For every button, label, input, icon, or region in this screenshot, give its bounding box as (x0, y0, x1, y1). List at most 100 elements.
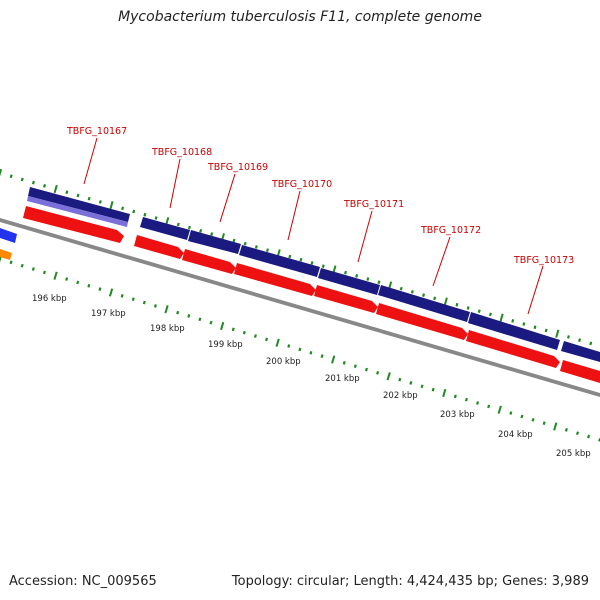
upper-tick-mark (9, 174, 13, 179)
upper-tick-mark (143, 212, 147, 217)
gene-label[interactable]: TBFG_10169 (207, 162, 268, 173)
lower-tick-mark (275, 338, 280, 347)
upper-tick-mark (344, 270, 348, 275)
feature-track-blue (27, 187, 600, 362)
upper-tick-mark (87, 196, 91, 201)
upper-tick-mark (566, 335, 570, 339)
gene-arrow-TBFG_10168[interactable] (134, 235, 184, 259)
offscreen-blue-feature[interactable] (0, 228, 17, 243)
lower-tick-mark (242, 330, 246, 335)
lower-tick-mark (287, 344, 291, 348)
upper-tick-mark (455, 302, 459, 307)
scale-tick-label: 200 kbp (266, 357, 301, 367)
upper-tick-mark (266, 248, 269, 252)
upper-tick-mark (544, 328, 548, 333)
lower-tick-mark (331, 355, 336, 364)
lower-tick-mark (131, 297, 135, 302)
feature-segment-8[interactable] (561, 341, 600, 362)
lower-tick-mark (442, 388, 447, 398)
upper-tick-mark (109, 201, 114, 210)
lower-tick-mark (65, 277, 69, 281)
gene-arrow-TBFG_10172[interactable] (376, 303, 468, 340)
lower-tick-mark (487, 404, 491, 409)
upper-tick-mark (43, 183, 47, 188)
offscreen-orange-feature[interactable] (0, 249, 12, 260)
gene-arrow-TBFG_10171[interactable] (314, 285, 378, 313)
scale-tick-label: 205 kbp (556, 449, 591, 459)
upper-tick-mark (20, 177, 24, 182)
gene-arrow-TBFG_10167[interactable] (23, 206, 124, 243)
lower-tick-mark (431, 387, 435, 392)
upper-tick-mark (299, 257, 303, 262)
upper-tick-mark (254, 245, 258, 249)
lower-tick-mark (9, 260, 13, 265)
feature-segment-7[interactable] (468, 312, 560, 350)
lower-tick-mark (176, 310, 180, 315)
lower-tick-mark (87, 283, 91, 288)
genome-backbone (0, 218, 600, 397)
gene-label-leader (83, 137, 98, 185)
upper-tick-mark (477, 309, 481, 314)
gene-label[interactable]: TBFG_10167 (66, 126, 127, 137)
lower-tick-mark (231, 327, 235, 332)
lower-tick-mark (353, 364, 357, 369)
upper-tick-mark (288, 254, 292, 259)
upper-tick-mark (210, 232, 214, 236)
map-title: Mycobacterium tuberculosis F11, complete… (118, 9, 482, 25)
upper-tick-mark (355, 273, 359, 278)
gene-label-leader (357, 210, 373, 263)
gene-arrow-TBFG_10169[interactable] (182, 249, 236, 274)
upper-tick-mark (98, 200, 102, 204)
lower-tick-mark (398, 377, 402, 382)
feature-segment-2[interactable] (140, 217, 190, 240)
lower-tick-mark (198, 317, 202, 322)
feature-segment-4[interactable] (239, 245, 320, 277)
lower-tick-mark (409, 381, 413, 385)
lower-tick-mark (20, 263, 24, 268)
gene-arrow-next[interactable] (560, 360, 600, 383)
upper-tick-mark (511, 318, 515, 323)
upper-tick-mark (499, 313, 504, 322)
upper-tick-mark (243, 241, 247, 246)
gene-label[interactable]: TBFG_10173 (513, 255, 574, 266)
upper-tick-mark (410, 290, 414, 294)
lower-tick-mark (575, 431, 580, 436)
lower-tick-mark (564, 427, 568, 432)
lower-tick-mark (209, 320, 213, 325)
scale-tick-label: 196 kbp (32, 294, 67, 304)
upper-tick-mark (53, 184, 58, 194)
upper-tick-mark (121, 206, 125, 211)
upper-tick-mark (488, 312, 492, 317)
upper-tick-mark (176, 222, 180, 227)
lower-tick-mark (298, 347, 302, 352)
upper-tick-mark (433, 296, 437, 301)
lower-tick-mark (187, 314, 191, 318)
feature-segment-3[interactable] (188, 230, 241, 254)
lower-tick-mark (497, 405, 502, 414)
accession-text: Accession: NC_009565 (9, 574, 157, 589)
feature-segment-1-light[interactable] (27, 196, 128, 227)
gene-arrow-TBFG_10173[interactable] (466, 330, 560, 368)
gene-label-leader (287, 190, 301, 241)
lower-tick-mark (76, 280, 80, 285)
genome-summary-text: Topology: circular; Length: 4,424,435 bp… (231, 574, 589, 589)
lower-tick-mark (320, 354, 324, 359)
gene-label[interactable]: TBFG_10168 (151, 147, 212, 158)
gene-label-layer: TBFG_10167 TBFG_10168 TBFG_10169 TBFG_10… (66, 126, 574, 315)
lower-tick-mark (53, 271, 58, 280)
lower-tick-mark (542, 421, 546, 426)
lower-tick-mark (587, 434, 591, 439)
scale-tick-label: 197 kbp (91, 309, 126, 319)
gene-label[interactable]: TBFG_10170 (271, 179, 332, 190)
lower-tick-mark (142, 300, 146, 305)
upper-tick-mark (422, 293, 426, 298)
feature-segment-1[interactable] (28, 187, 130, 222)
gene-arrow-TBFG_10170[interactable] (234, 263, 316, 296)
lower-tick-mark (364, 367, 368, 372)
gene-label[interactable]: TBFG_10171 (343, 199, 404, 210)
feature-segment-5[interactable] (318, 268, 380, 295)
gene-label[interactable]: TBFG_10172 (420, 225, 481, 236)
feature-segment-6[interactable] (378, 285, 470, 322)
upper-tick-mark (589, 341, 593, 346)
